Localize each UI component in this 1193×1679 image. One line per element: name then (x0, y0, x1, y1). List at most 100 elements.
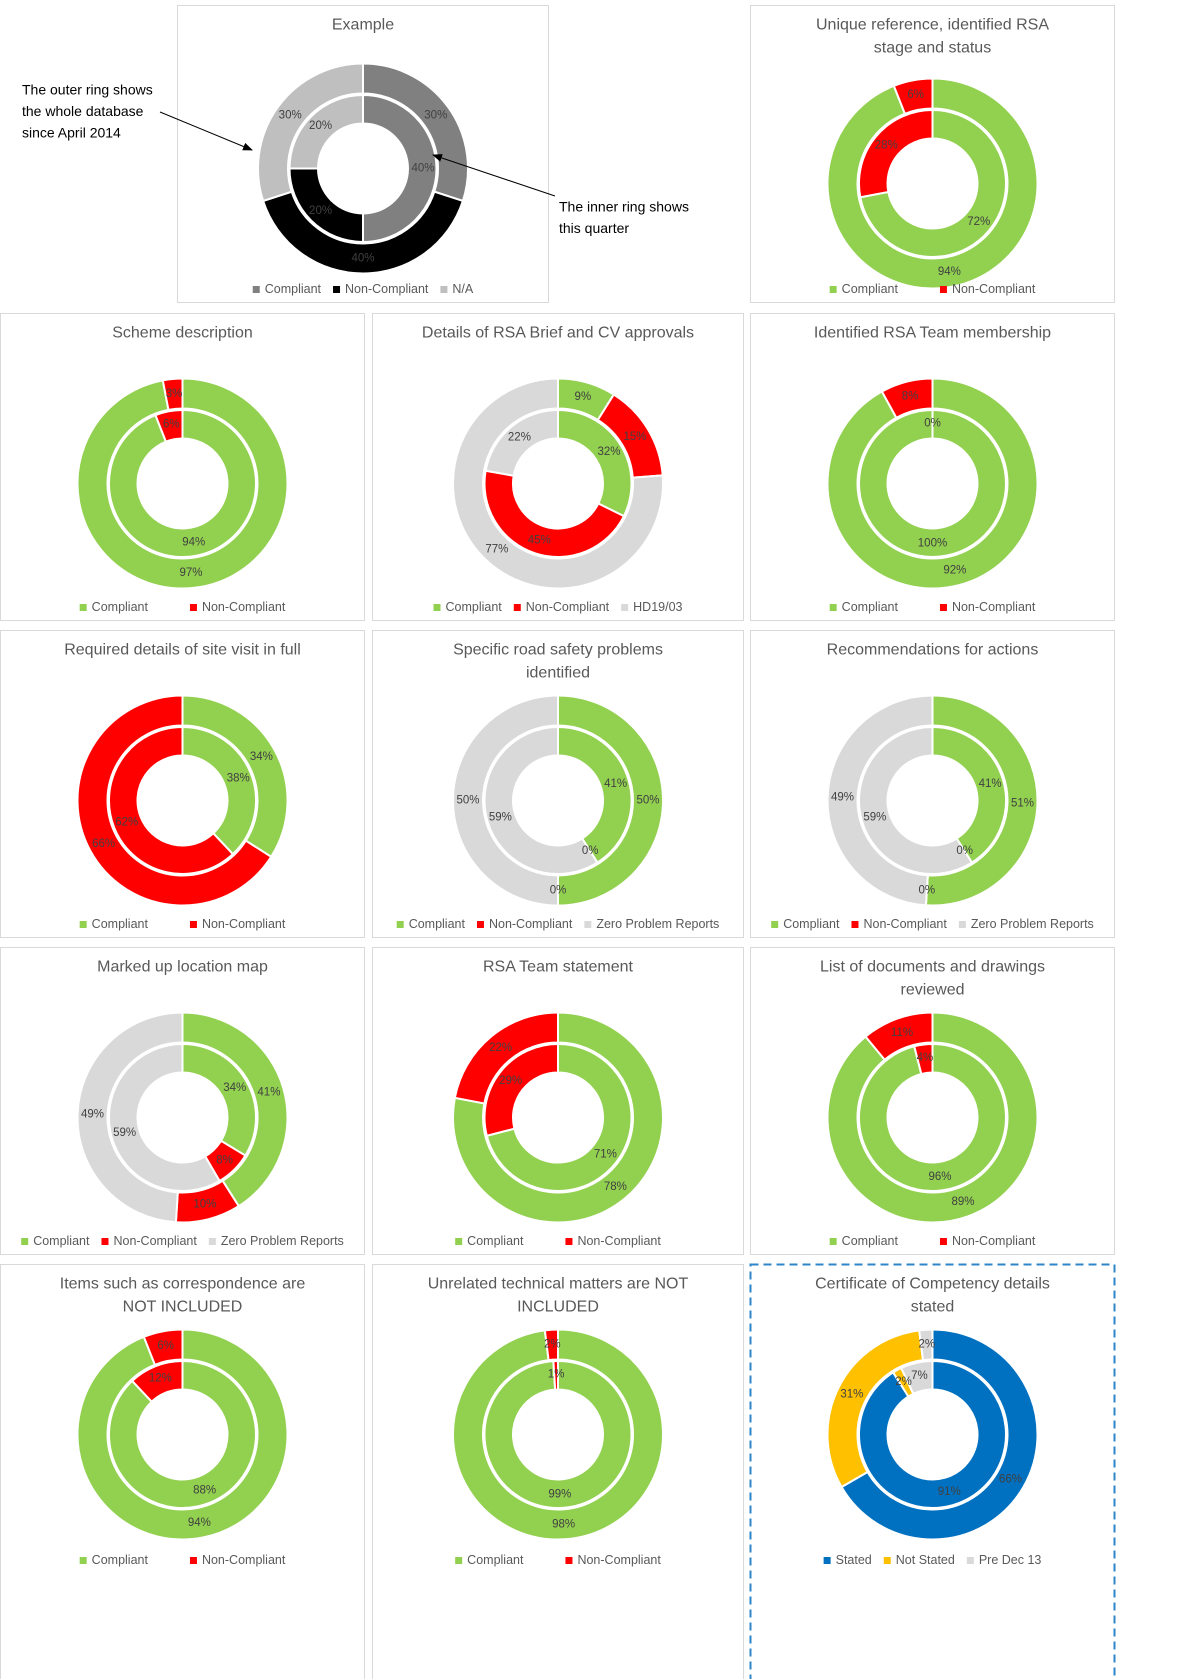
inner-ring-slice (108, 1042, 221, 1192)
outer-data-label: 6% (157, 1340, 174, 1352)
inner-data-label: 4% (917, 1052, 934, 1064)
legend-swatch (829, 286, 837, 293)
inner-ring-slice (181, 725, 257, 856)
chart-panel: Identified RSA Team membership 92% 8% 100% 0… (750, 313, 1115, 621)
inner-ring-slice (362, 93, 438, 244)
outer-ring-slice (826, 1011, 1039, 1224)
inner-data-label: 94% (182, 536, 205, 548)
outer-data-label: 31% (840, 1389, 863, 1401)
outer-ring-slice (76, 1011, 184, 1224)
legend-swatch (883, 1557, 891, 1564)
outer-data-label: 77% (485, 544, 508, 556)
legend-label: Compliant (409, 917, 466, 931)
legend-swatch (829, 604, 837, 611)
legend-label: Compliant (92, 917, 149, 931)
chart-title: Certificate of Competency details (815, 1276, 1050, 1293)
chart-panel: Scheme description 97% 3% 94% 6% Compliant Non… (0, 313, 365, 621)
outer-ring-slice (452, 694, 559, 907)
inner-ring-slice (484, 408, 559, 477)
inner-data-label: 96% (929, 1171, 952, 1183)
annotation: the whole database (22, 103, 144, 119)
inner-data-label: 0% (582, 845, 599, 857)
inner-data-label: 91% (938, 1486, 961, 1498)
legend-swatch (958, 921, 966, 928)
legend-swatch (101, 1238, 109, 1245)
outer-data-label: 6% (907, 89, 924, 101)
legend-label: Compliant (842, 600, 899, 614)
inner-ring-slice (899, 1359, 934, 1396)
legend-swatch (565, 1238, 573, 1245)
outer-ring-slice (543, 1328, 559, 1362)
inner-data-label: 6% (163, 419, 180, 431)
legend-swatch (939, 286, 947, 293)
chart-title: Unrelated technical matters are NOT (428, 1276, 689, 1293)
outer-ring-slice (161, 377, 184, 411)
legend-label: Non-Compliant (489, 917, 573, 931)
chart-title: Details of RSA Brief and CV approvals (422, 325, 694, 342)
legend-swatch (21, 1238, 29, 1245)
outer-data-label: 40% (351, 253, 374, 265)
legend-swatch (208, 1238, 216, 1245)
outer-ring-slice (826, 77, 1039, 290)
inner-data-label: 59% (863, 811, 886, 823)
outer-ring-slice (826, 377, 1039, 590)
legend-swatch (189, 604, 197, 611)
legend-label: Compliant (446, 600, 503, 614)
outer-data-label: 9% (575, 391, 592, 403)
inner-ring-slice (108, 408, 257, 558)
legend-label: Non-Compliant (577, 1553, 661, 1567)
outer-data-label: 78% (604, 1181, 627, 1193)
chart-panel: RSA Team statement 78% 22% 71% 29% Compliant N… (372, 947, 744, 1255)
legend-swatch (476, 921, 484, 928)
legend-label: Zero Problem Reports (971, 917, 1094, 931)
legend-swatch (771, 921, 779, 928)
outer-data-label: 49% (81, 1109, 104, 1121)
inner-data-label: 22% (508, 432, 531, 444)
outer-data-label: 94% (938, 266, 961, 278)
inner-ring-slice (931, 725, 1007, 864)
outer-ring-slice (840, 1328, 1039, 1541)
inner-ring-slice (288, 93, 364, 170)
inner-data-label: 0% (924, 418, 941, 430)
chart-title: Items such as correspondence are (60, 1276, 306, 1293)
outer-data-label: 10% (193, 1199, 216, 1211)
legend-label: Zero Problem Reports (221, 1234, 344, 1248)
legend-label: Compliant (783, 917, 840, 931)
inner-data-label: 34% (223, 1082, 246, 1094)
outer-ring-slice (880, 377, 934, 420)
inner-data-label: 99% (548, 1489, 571, 1501)
chart-title: Specific road safety problems (453, 642, 663, 659)
outer-ring-slice (892, 77, 934, 116)
outer-data-label: 66% (92, 838, 115, 850)
chart-panel: Details of RSA Brief and CV approvals 9% 1… (372, 313, 744, 621)
legend-swatch (966, 1557, 974, 1564)
annotation: The inner ring shows (559, 199, 689, 215)
legend-label: Compliant (842, 1234, 899, 1248)
chart-panel: Marked up location map 41% 10% 49% 34% 8% 59% C… (0, 947, 365, 1255)
legend-swatch (829, 1238, 837, 1245)
chart-title: NOT INCLUDED (123, 1299, 243, 1316)
inner-ring-slice (858, 408, 1007, 559)
outer-data-label: 0% (919, 884, 936, 896)
chart-title: stated (911, 1299, 955, 1316)
inner-data-label: 1% (548, 1369, 565, 1381)
panel-border (372, 1264, 744, 1679)
chart-title: RSA Team statement (483, 959, 634, 976)
inner-data-label: 71% (594, 1148, 617, 1160)
legend-swatch (455, 1557, 463, 1564)
outer-ring-slice (452, 1011, 664, 1224)
annotation: since April 2014 (22, 125, 121, 141)
inner-ring-slice (557, 725, 633, 864)
outer-ring-slice (557, 694, 664, 907)
outer-data-label: 3% (166, 388, 183, 400)
chart-title: List of documents and drawings (820, 959, 1045, 976)
legend-label: Compliant (265, 282, 322, 296)
inner-ring-slice (859, 108, 1007, 258)
inner-ring-slice (483, 1042, 559, 1137)
outer-ring-slice (924, 694, 1039, 907)
outer-data-label: 8% (902, 390, 919, 402)
outer-ring-slice (257, 62, 364, 203)
legend-label: Non-Compliant (526, 600, 610, 614)
legend-label: Pre Dec 13 (979, 1553, 1042, 1567)
